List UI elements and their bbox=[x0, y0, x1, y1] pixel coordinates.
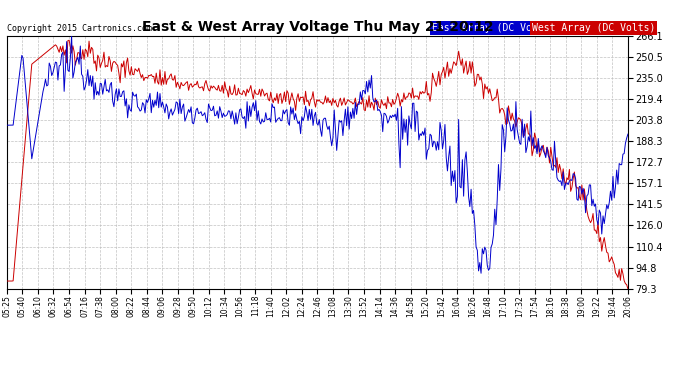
Text: East Array (DC Volts): East Array (DC Volts) bbox=[432, 22, 555, 33]
Title: East & West Array Voltage Thu May 21 20:12: East & West Array Voltage Thu May 21 20:… bbox=[141, 21, 493, 34]
Text: West Array (DC Volts): West Array (DC Volts) bbox=[531, 22, 655, 33]
Text: Copyright 2015 Cartronics.com: Copyright 2015 Cartronics.com bbox=[7, 24, 152, 33]
